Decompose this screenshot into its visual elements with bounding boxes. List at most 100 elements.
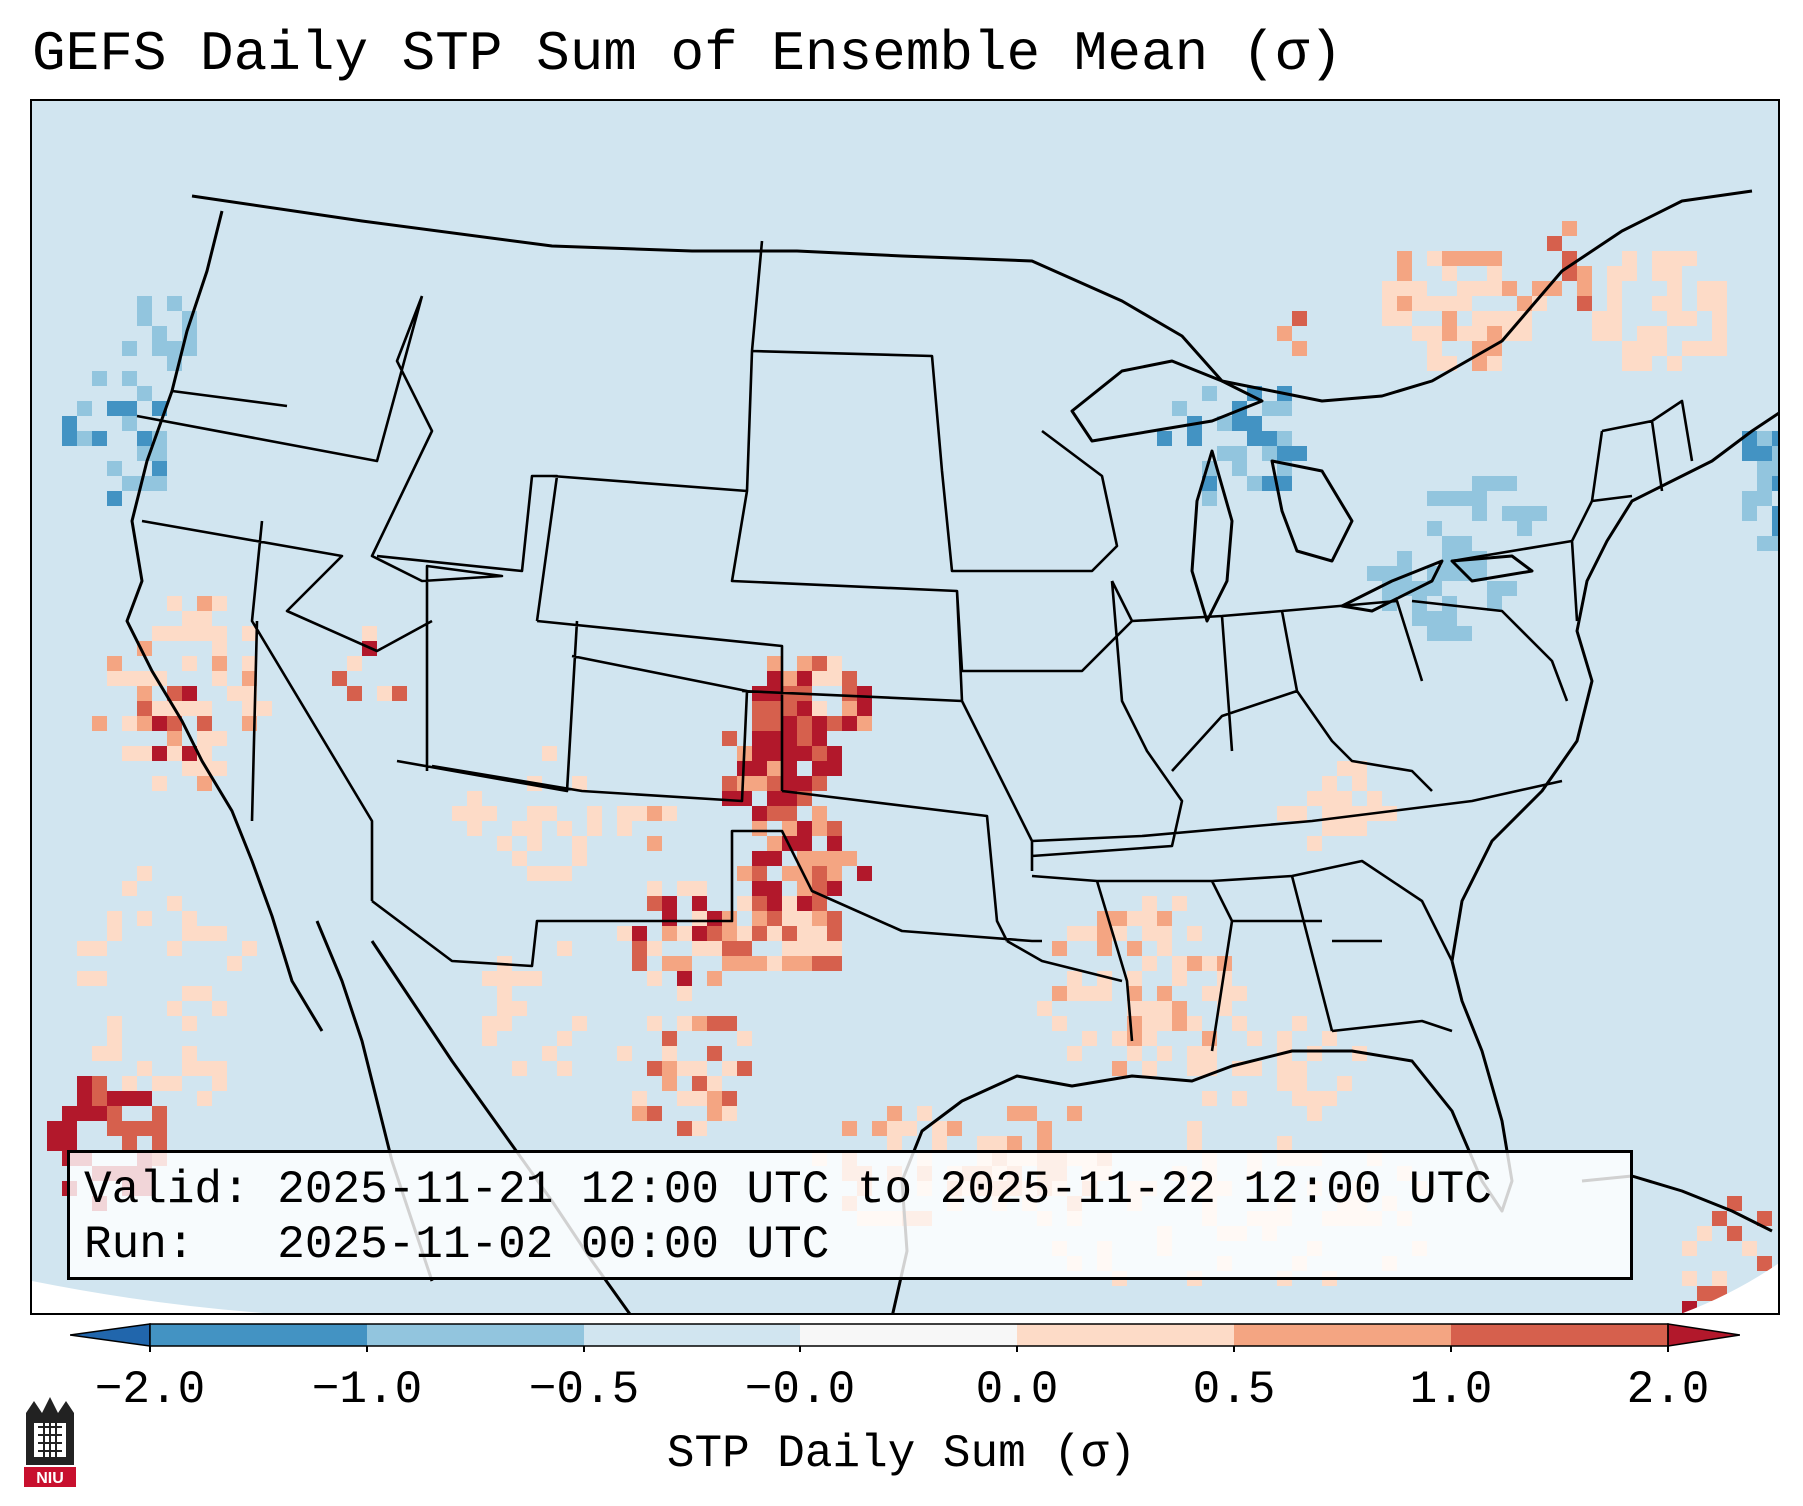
- anomaly-cell: [212, 596, 227, 611]
- anomaly-cell: [677, 1016, 692, 1031]
- anomaly-cell: [137, 641, 152, 656]
- lake-erie: [1340, 559, 1444, 613]
- anomaly-cell: [197, 701, 212, 716]
- anomaly-cell: [1142, 911, 1157, 926]
- anomaly-cell: [1412, 296, 1427, 311]
- anomaly-cell: [1142, 1061, 1157, 1076]
- anomaly-cell: [1442, 251, 1457, 266]
- anomaly-cell: [107, 671, 122, 686]
- anomaly-cell: [722, 1016, 737, 1031]
- anomaly-cell: [1067, 1046, 1082, 1061]
- anomaly-cell: [107, 656, 122, 671]
- anomaly-cell: [1322, 821, 1337, 836]
- anomaly-cell: [1757, 491, 1772, 506]
- anomaly-cell: [632, 806, 647, 821]
- anomaly-cell: [1367, 566, 1382, 581]
- anomaly-cell: [752, 746, 767, 761]
- anomaly-cell: [1517, 521, 1532, 536]
- anomaly-cell: [167, 341, 182, 356]
- anomaly-cell: [212, 1001, 227, 1016]
- anomaly-cell: [152, 476, 167, 491]
- anomaly-cell: [137, 296, 152, 311]
- anomaly-cell: [1157, 1046, 1172, 1061]
- anomaly-cell: [1217, 416, 1232, 431]
- anomaly-cell: [212, 926, 227, 941]
- run-value: 2025-11-02 00:00 UTC: [277, 1219, 830, 1271]
- anomaly-cell: [1127, 911, 1142, 926]
- anomaly-cell: [1427, 611, 1442, 626]
- anomaly-cell: [737, 866, 752, 881]
- anomaly-cell: [782, 716, 797, 731]
- anomaly-cell: [782, 701, 797, 716]
- anomaly-cell: [1412, 611, 1427, 626]
- anomaly-cell: [512, 821, 527, 836]
- anomaly-cell: [1217, 1001, 1232, 1016]
- anomaly-cell: [152, 1076, 167, 1091]
- anomaly-cell: [1427, 356, 1442, 371]
- anomaly-cell: [152, 746, 167, 761]
- anomaly-cell: [662, 1061, 677, 1076]
- anomaly-cell: [482, 806, 497, 821]
- anomaly-cell: [1187, 1121, 1202, 1136]
- anomaly-cell: [1262, 401, 1277, 416]
- anomaly-cell: [347, 686, 362, 701]
- map-panel: [30, 99, 1780, 1315]
- anomaly-cell: [797, 851, 812, 866]
- anomaly-cell: [1742, 446, 1757, 461]
- anomaly-cell: [1502, 311, 1517, 326]
- anomaly-cell: [1067, 986, 1082, 1001]
- anomaly-cell: [707, 1091, 722, 1106]
- anomaly-cell: [1292, 1091, 1307, 1106]
- anomaly-cell: [782, 731, 797, 746]
- anomaly-cell: [812, 746, 827, 761]
- anomaly-cell: [827, 836, 842, 851]
- anomaly-cell: [122, 1121, 137, 1136]
- anomaly-cell: [1472, 326, 1487, 341]
- anomaly-cell: [107, 926, 122, 941]
- anomaly-cell: [392, 686, 407, 701]
- anomaly-cell: [1622, 356, 1637, 371]
- anomaly-cell: [107, 461, 122, 476]
- anomaly-cell: [887, 1106, 902, 1121]
- anomaly-cell: [737, 941, 752, 956]
- anomaly-cell: [1097, 926, 1112, 941]
- anomaly-cell: [1382, 566, 1397, 581]
- anomaly-cell: [152, 1106, 167, 1121]
- anomaly-cell: [1172, 971, 1187, 986]
- anomaly-cell: [1157, 986, 1172, 1001]
- anomaly-cell: [752, 956, 767, 971]
- anomaly-cell: [182, 1046, 197, 1061]
- anomaly-cell: [1247, 416, 1262, 431]
- colorbar-tick-label: −2.0: [94, 1364, 206, 1416]
- anomaly-cell: [677, 926, 692, 941]
- anomaly-cell: [77, 431, 92, 446]
- anomaly-cell: [542, 746, 557, 761]
- anomaly-cell: [1622, 251, 1637, 266]
- anomaly-cell: [527, 866, 542, 881]
- anomaly-cell: [722, 791, 737, 806]
- anomaly-cell: [1262, 431, 1277, 446]
- anomaly-cell: [1472, 311, 1487, 326]
- anomaly-cell: [752, 866, 767, 881]
- anomaly-cell: [92, 1106, 107, 1121]
- anomaly-cell: [572, 1016, 587, 1031]
- anomaly-cell: [242, 701, 257, 716]
- anomaly-cell: [1157, 911, 1172, 926]
- anomaly-cell: [932, 1121, 947, 1136]
- anomaly-cell: [752, 716, 767, 731]
- anomaly-cell: [1382, 281, 1397, 296]
- anomaly-cell: [842, 671, 857, 686]
- anomaly-cell: [1397, 251, 1412, 266]
- anomaly-cell: [887, 1136, 902, 1151]
- anomaly-cell: [122, 476, 137, 491]
- anomaly-cell: [812, 896, 827, 911]
- anomaly-cell: [512, 851, 527, 866]
- anomaly-cell: [1307, 791, 1322, 806]
- anomaly-cell: [182, 611, 197, 626]
- anomaly-cell: [92, 1091, 107, 1106]
- anomaly-cell: [662, 1046, 677, 1061]
- anomaly-cell: [1277, 326, 1292, 341]
- anomaly-cell: [92, 716, 107, 731]
- anomaly-cell: [47, 1136, 62, 1151]
- anomaly-cell: [197, 626, 212, 641]
